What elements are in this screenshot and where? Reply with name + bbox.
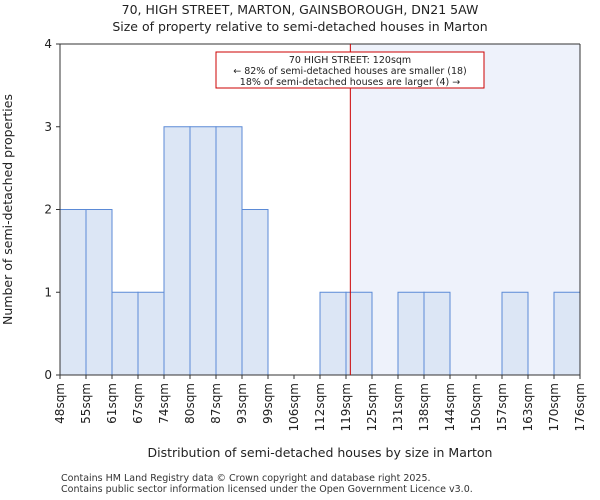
footer-copyright: Contains HM Land Registry data © Crown c…	[61, 473, 431, 484]
x-tick-label: 87sqm	[209, 383, 223, 424]
x-tick-label: 131sqm	[391, 383, 405, 431]
bar-55sqm	[85, 209, 113, 376]
x-tick-label: 80sqm	[183, 383, 197, 424]
chart-title: 70, HIGH STREET, MARTON, GAINSBOROUGH, D…	[121, 2, 479, 17]
y-tick-label: 2	[44, 203, 52, 217]
x-tick-label: 106sqm	[287, 383, 301, 431]
annotation-line-2: ← 82% of semi-detached houses are smalle…	[233, 66, 467, 77]
x-tick-label: 157sqm	[495, 383, 509, 431]
x-tick-label: 150sqm	[469, 383, 483, 431]
bar-67sqm	[137, 291, 165, 376]
x-axis-label: Distribution of semi-detached houses by …	[148, 445, 493, 460]
bar-112sqm	[319, 291, 347, 376]
y-tick-label: 1	[44, 285, 52, 299]
x-tick-label: 74sqm	[157, 383, 171, 424]
annotation-box	[215, 51, 485, 89]
x-tick-label: 99sqm	[261, 383, 275, 424]
x-tick-label: 61sqm	[105, 383, 119, 424]
x-tick-label: 138sqm	[417, 383, 431, 431]
x-tick-label: 119sqm	[339, 383, 353, 431]
x-tick-label: 112sqm	[313, 383, 327, 431]
bar-48sqm	[59, 209, 87, 376]
x-tick-label: 55sqm	[79, 383, 93, 424]
larger-region-background	[350, 44, 580, 375]
bar-93sqm	[241, 209, 269, 376]
annotation-line-1: 70 HIGH STREET: 120sqm	[289, 55, 411, 66]
footer-licence: Contains public sector information licen…	[61, 484, 473, 495]
x-tick-label: 48sqm	[53, 383, 67, 424]
y-axis-label: Number of semi-detached properties	[0, 94, 15, 325]
x-tick-label: 67sqm	[131, 383, 145, 424]
x-tick-label: 125sqm	[365, 383, 379, 431]
x-tick-label: 93sqm	[235, 383, 249, 424]
y-tick-label: 4	[44, 37, 52, 51]
chart-subtitle: Size of property relative to semi-detach…	[112, 19, 488, 34]
bar-80sqm	[189, 126, 217, 376]
x-tick-label: 170sqm	[547, 383, 561, 431]
bar-87sqm	[215, 126, 243, 376]
x-tick-label: 163sqm	[521, 383, 535, 431]
bar-61sqm	[111, 291, 139, 376]
annotation-line-3: 18% of semi-detached houses are larger (…	[240, 77, 460, 88]
y-tick-label: 0	[44, 368, 52, 382]
bar-170sqm	[553, 291, 581, 376]
histogram-chart: 0 1 2 3 4 48sqm 55sqm 61sqm 67sqm 74sqm 80sqm 87sq…	[0, 37, 587, 460]
bar-131sqm	[397, 291, 425, 376]
y-tick-label: 3	[44, 120, 52, 134]
x-tick-label: 144sqm	[443, 383, 457, 431]
x-tick-label: 176sqm	[573, 383, 587, 431]
bar-138sqm	[423, 291, 451, 376]
bar-74sqm	[163, 126, 191, 376]
bar-157sqm	[501, 291, 529, 376]
